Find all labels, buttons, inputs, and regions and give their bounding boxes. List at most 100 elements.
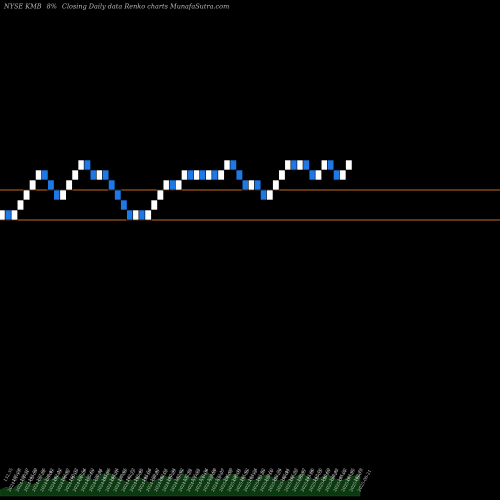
renko-brick [126, 209, 134, 221]
renko-brick [156, 189, 164, 201]
x-tick-value: 141.62 [238, 467, 249, 483]
renko-brick [132, 209, 140, 221]
renko-brick [150, 199, 158, 211]
renko-brick [168, 179, 177, 191]
x-tick-value: 144.65 [344, 467, 355, 483]
renko-brick [175, 179, 183, 191]
renko-brick [144, 209, 152, 221]
x-tick-value: 142.51 [157, 467, 168, 483]
renko-brick [314, 169, 322, 181]
x-tick-value: 141.56 [100, 467, 111, 483]
x-tick-value: 141.82 [255, 467, 266, 483]
x-tick-value: 141.54 [141, 467, 152, 483]
renko-brick [29, 179, 37, 191]
ticker-label: NYSE KMB [3, 3, 42, 11]
renko-brick [302, 159, 310, 171]
x-tick-value: 132.35 [2, 467, 13, 483]
renko-brick [41, 169, 49, 181]
renko-brick [4, 209, 12, 221]
renko-brick [241, 179, 249, 191]
renko-brick [16, 199, 25, 211]
x-tick-value: 135.28 [11, 467, 22, 483]
x-tick-value: 142.73 [352, 467, 363, 483]
renko-brick [339, 169, 347, 181]
x-tick-value: 140.34 [165, 467, 176, 483]
renko-brick [108, 179, 116, 191]
renko-brick [205, 169, 213, 181]
renko-brick [223, 159, 231, 171]
x-tick-value: 133.17 [214, 467, 225, 483]
x-tick-value: 139.52 [263, 467, 274, 483]
renko-brick [272, 179, 280, 191]
renko-brick [23, 189, 31, 201]
x-tick-value: 140.69 [320, 467, 331, 483]
x-axis-labels: 132.352024-01-17135.282024-01-31138.2720… [2, 467, 372, 493]
x-tick-value: 137.86 [35, 467, 46, 483]
volume-area [0, 471, 361, 497]
renko-brick [181, 169, 189, 181]
x-tick-value: 138.41 [92, 467, 103, 483]
renko-brick [53, 189, 61, 201]
x-tick-value: 139.47 [149, 467, 160, 483]
x-tick-value: 140.33 [68, 467, 79, 483]
renko-brick [284, 159, 292, 171]
x-tick-value: 132.34 [198, 467, 209, 483]
renko-brick [199, 169, 207, 181]
renko-brick [235, 169, 243, 181]
caption-label: Closing Daily data Renko charts MunafaSu… [62, 3, 229, 11]
renko-brick [77, 159, 85, 171]
x-tick-value: 135.21 [190, 467, 201, 483]
renko-brick [0, 209, 6, 221]
renko-brick [260, 189, 268, 201]
renko-brick [187, 169, 195, 181]
renko-brick [65, 179, 73, 191]
x-tick-value: 129.98 [206, 467, 217, 483]
x-tick-value: 138.87 [295, 467, 306, 483]
renko-brick [278, 169, 286, 181]
x-tick-value: 142.74 [271, 467, 282, 483]
renko-brick [35, 169, 43, 181]
renko-brick [83, 159, 91, 171]
renko-brick [89, 169, 97, 181]
renko-brick [10, 209, 18, 221]
x-tick-value: 143.76 [312, 467, 323, 483]
x-tick-value: 142.73 [125, 467, 136, 483]
renko-brick [254, 179, 262, 191]
renko-brick [102, 169, 110, 181]
x-tick-value: 141.22 [336, 467, 347, 483]
renko-brick [296, 159, 304, 171]
renko-brick [138, 209, 146, 221]
renko-brick [345, 159, 353, 171]
x-tick-value: 145.11 [279, 467, 290, 483]
renko-brick [114, 189, 122, 201]
x-tick-value: 137.54 [76, 467, 87, 483]
x-tick-value: 142.12 [51, 467, 62, 483]
renko-brick [333, 169, 341, 181]
x-tick-value: 144.87 [59, 467, 70, 483]
volume-path [0, 471, 361, 497]
x-tick-value: 144.24 [108, 467, 119, 483]
x-tick-value: 139.65 [116, 467, 127, 483]
x-tick-value: 141.79 [27, 467, 38, 483]
renko-brick [71, 169, 79, 181]
renko-brick [95, 169, 104, 181]
x-tick-value: 141.06 [304, 467, 315, 483]
renko-bricks [0, 159, 353, 221]
renko-brick [308, 169, 316, 181]
percent-label: 8% [47, 3, 57, 11]
renko-brick [290, 159, 298, 171]
chart-title: NYSE KMB 8% Closing Daily data Renko cha… [3, 3, 229, 11]
x-tick-value: 141.53 [287, 467, 298, 483]
x-tick-value: 135.62 [84, 467, 95, 483]
x-tick-value: 139.42 [43, 467, 54, 483]
renko-brick [59, 189, 67, 201]
x-tick-value: 144.24 [247, 467, 258, 483]
renko-brick [211, 169, 219, 181]
x-tick-value: 137.81 [182, 467, 193, 483]
renko-brick [247, 179, 256, 191]
renko-brick [47, 179, 55, 191]
renko-brick [162, 179, 170, 191]
renko-brick [229, 159, 237, 171]
